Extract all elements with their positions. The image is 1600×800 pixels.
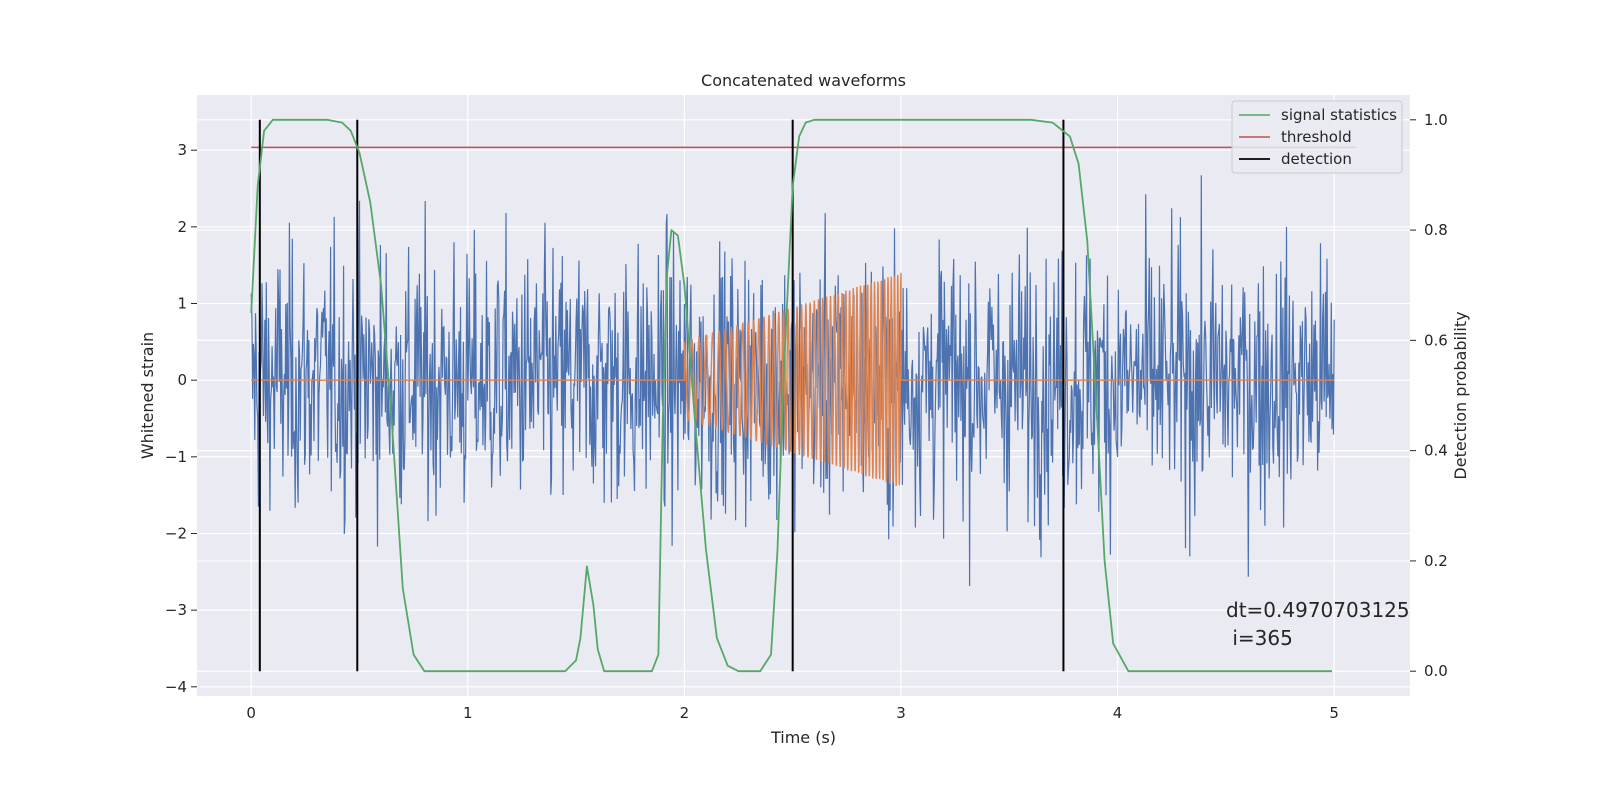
y-tick-label: 2 [177, 218, 187, 236]
legend-label-detection: detection [1281, 150, 1352, 168]
series-signal-statistics [250, 118, 1332, 673]
plot-area [250, 118, 1356, 673]
y-tick-label: −3 [165, 601, 187, 619]
tick-labels: 0 1 2 3 4 5 −4 −3 −2 −1 0 1 2 3 0.0 0.2 0.4 0.6 0.8 1.0 [165, 111, 1448, 722]
y-tick-label: 0 [177, 371, 187, 389]
y-axis-label-right: Detection probability [1451, 311, 1470, 479]
y-tick-label: 3 [177, 141, 187, 159]
y-right-tick-label: 1.0 [1424, 111, 1448, 129]
legend-box [1231, 100, 1403, 174]
legend: signal statistics threshold detection [1231, 100, 1403, 174]
legend-label-signal-statistics: signal statistics [1281, 106, 1397, 124]
y-tick-label: 1 [177, 295, 187, 313]
y-axis-label-left: Whitened strain [138, 332, 157, 459]
y-right-tick-label: 0.2 [1424, 552, 1448, 570]
y-tick-label: −4 [165, 678, 187, 696]
x-axis-label: Time (s) [770, 728, 836, 747]
annotation-dt: dt=0.4970703125 [1226, 598, 1410, 622]
x-tick-label: 3 [896, 704, 906, 722]
x-tick-label: 2 [680, 704, 690, 722]
x-tick-label: 5 [1329, 704, 1339, 722]
y-right-tick-label: 0.0 [1424, 662, 1448, 680]
y-right-tick-label: 0.8 [1424, 221, 1448, 239]
x-tick-label: 4 [1113, 704, 1123, 722]
x-tick-label: 0 [246, 704, 256, 722]
y-tick-label: −2 [165, 524, 187, 542]
y-tick-label: −1 [165, 448, 187, 466]
annotation-index: i=365 [1226, 626, 1293, 650]
x-tick-label: 1 [463, 704, 473, 722]
y-right-tick-label: 0.4 [1424, 442, 1448, 460]
y-right-tick-label: 0.6 [1424, 331, 1448, 349]
chart-title: Concatenated waveforms [701, 71, 906, 90]
legend-label-threshold: threshold [1281, 128, 1352, 146]
